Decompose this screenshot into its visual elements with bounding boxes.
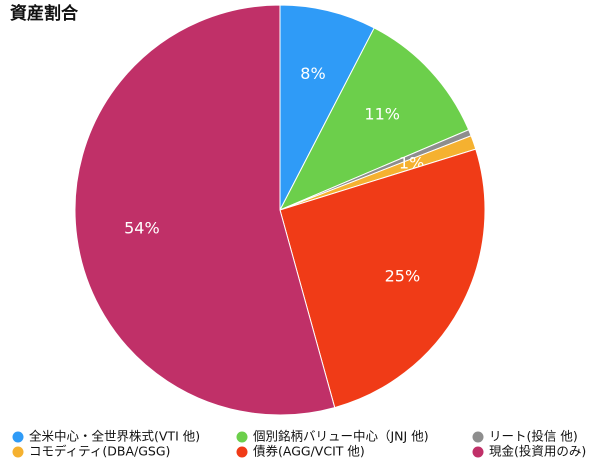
- legend-marker: [472, 446, 484, 458]
- slice-label: 25%: [385, 266, 421, 285]
- pie-slice: [278, 27, 470, 212]
- legend-label: 現金(投資用のみ): [489, 444, 586, 459]
- chart-title: 資産割合: [10, 3, 79, 24]
- slice-label: 54%: [124, 218, 160, 237]
- pie-slice: [279, 148, 486, 409]
- slice-label: 8%: [300, 64, 325, 83]
- slice-label: 11%: [364, 105, 400, 124]
- pie-slice: [279, 4, 375, 211]
- legend-label: コモディティ(DBA/GSG): [29, 444, 170, 459]
- legend-marker: [472, 431, 484, 443]
- legend-marker: [236, 446, 248, 458]
- legend-label: 債券(AGG/VCIT 他): [253, 444, 365, 459]
- legend-label: 全米中心・全世界株式(VTI 他): [29, 429, 200, 444]
- legend-label: リート(投信 他): [489, 429, 578, 444]
- legend-marker: [12, 446, 24, 458]
- legend-marker: [236, 431, 248, 443]
- pie-slice: [74, 4, 336, 416]
- legend-label: 個別銘柄バリュー中心（JNJ 他): [253, 429, 429, 444]
- legend-marker: [12, 431, 24, 443]
